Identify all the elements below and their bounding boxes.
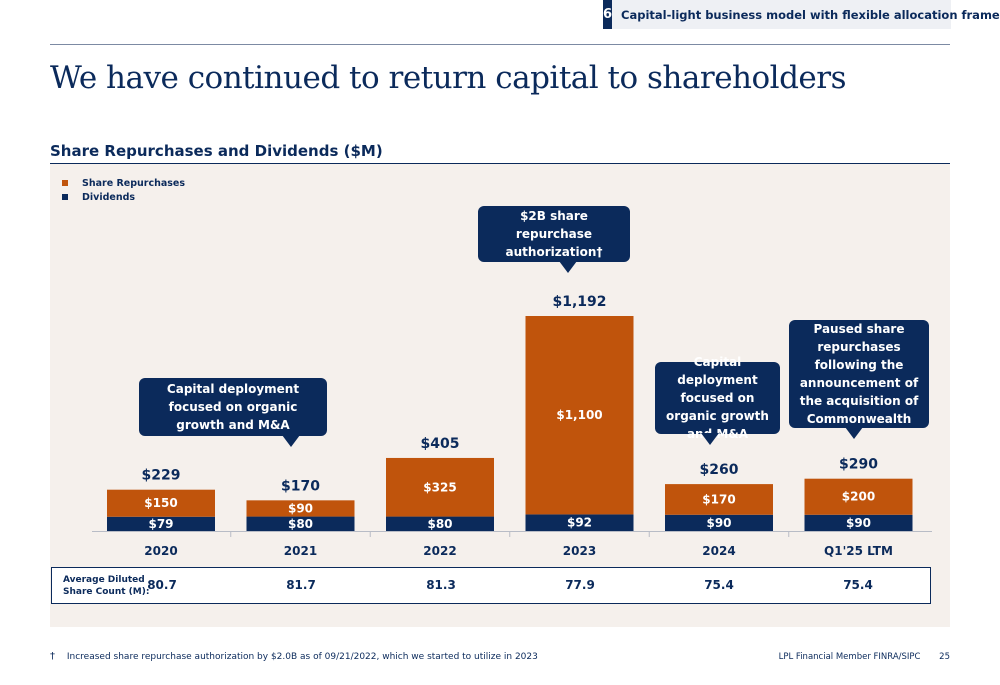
share-count-2023: 77.9: [565, 578, 595, 592]
share-count-label: Average Diluted Share Count (M):: [63, 575, 150, 597]
callout-text: Capital deployment focused on organic gr…: [666, 355, 769, 441]
total-label-3: $1,192: [552, 294, 606, 310]
footer: LPL Financial Member FINRA/SIPC 25: [763, 652, 950, 662]
callout-pointer: [559, 261, 577, 273]
bar-repurchases-5: [804, 478, 913, 515]
x-tick-label-1: 2021: [284, 544, 317, 558]
bar-dividends-5: [804, 514, 913, 531]
bar-repurchases-4: [665, 484, 773, 515]
data-label-repurchases-0: $150: [144, 496, 177, 510]
bar-dividends-3: [525, 514, 634, 531]
data-label-dividends-2: $80: [427, 517, 452, 531]
data-label-repurchases-5: $200: [842, 490, 875, 504]
callout-pointer: [282, 435, 300, 447]
callout-authorization: $2B share repurchase authorization†: [478, 206, 630, 273]
callout-text: $2B share repurchase authorization†: [505, 209, 603, 259]
subtitle-divider: [50, 163, 950, 164]
total-label-5: $290: [839, 457, 878, 473]
total-label-1: $170: [281, 478, 320, 494]
data-label-dividends-4: $90: [706, 516, 731, 530]
share-count-2022: 81.3: [426, 578, 456, 592]
bar-repurchases-2: [386, 457, 494, 517]
share-count-2024: 75.4: [704, 578, 734, 592]
section-title: Capital-light business model with flexib…: [621, 7, 1000, 22]
bar-repurchases-1: [246, 500, 355, 517]
data-label-dividends-5: $90: [846, 516, 871, 530]
legend-swatch-repurchases: [62, 180, 68, 186]
legend-swatch-dividends: [62, 194, 68, 200]
footnote-text: Increased share repurchase authorization…: [66, 652, 538, 662]
section-number: 6: [603, 0, 613, 29]
total-label-2: $405: [421, 436, 460, 452]
data-label-dividends-1: $80: [288, 517, 313, 531]
callout-text: Capital deployment focused on organic gr…: [166, 382, 300, 432]
bar-repurchases-0: [107, 489, 215, 517]
x-tick-label-3: 2023: [563, 544, 596, 558]
page-title: We have continued to return capital to s…: [50, 60, 847, 96]
page-number: 25: [939, 652, 950, 662]
bar-repurchases-3: [525, 316, 634, 515]
bar-dividends-0: [107, 516, 215, 531]
share-count-table: Average Diluted Share Count (M): 80.7 81…: [51, 567, 931, 604]
legend-label-dividends: Dividends: [82, 191, 136, 203]
callout-2020-2021: Capital deployment focused on organic gr…: [139, 378, 327, 447]
legend-label-repurchases: Share Repurchases: [82, 177, 186, 189]
x-tick-label-4: 2024: [702, 544, 735, 558]
footer-firm: LPL Financial Member FINRA/SIPC: [778, 652, 921, 662]
callout-q125: Paused share repurchases following the a…: [789, 320, 929, 439]
bar-dividends-4: [665, 514, 773, 531]
data-label-repurchases-3: $1,100: [556, 408, 602, 422]
callout-pointer: [845, 427, 863, 439]
top-divider: [50, 44, 950, 45]
data-label-repurchases-2: $325: [423, 480, 456, 494]
section-tab: 6 Capital-light business model with flex…: [603, 0, 1000, 29]
share-count-q125: 75.4: [843, 578, 873, 592]
bar-dividends-2: [386, 516, 494, 531]
x-tick-label-2: 2022: [423, 544, 456, 558]
total-label-4: $260: [700, 462, 739, 478]
footnote-symbol: †: [50, 651, 55, 662]
x-tick-label-5: Q1'25 LTM: [824, 544, 893, 558]
chart-subtitle: Share Repurchases and Dividends ($M): [50, 142, 383, 160]
footnote: † Increased share repurchase authorizati…: [50, 651, 538, 662]
legend-item-dividends: Dividends: [62, 190, 185, 204]
chart-legend: Share Repurchases Dividends: [62, 176, 185, 204]
bar-dividends-1: [246, 516, 355, 531]
legend-item-repurchases: Share Repurchases: [62, 176, 185, 190]
callout-2024: Capital deployment focused on organic gr…: [655, 355, 780, 445]
x-tick-label-0: 2020: [144, 544, 177, 558]
share-count-2021: 81.7: [286, 578, 316, 592]
data-label-repurchases-1: $90: [288, 501, 313, 515]
callout-pointer: [701, 433, 719, 445]
share-count-2020: 80.7: [147, 578, 177, 592]
data-label-dividends-3: $92: [567, 516, 592, 530]
data-label-dividends-0: $79: [148, 517, 173, 531]
total-label-0: $229: [142, 468, 181, 484]
callout-text: Paused share repurchases following the a…: [799, 322, 919, 426]
data-label-repurchases-4: $170: [702, 492, 735, 506]
